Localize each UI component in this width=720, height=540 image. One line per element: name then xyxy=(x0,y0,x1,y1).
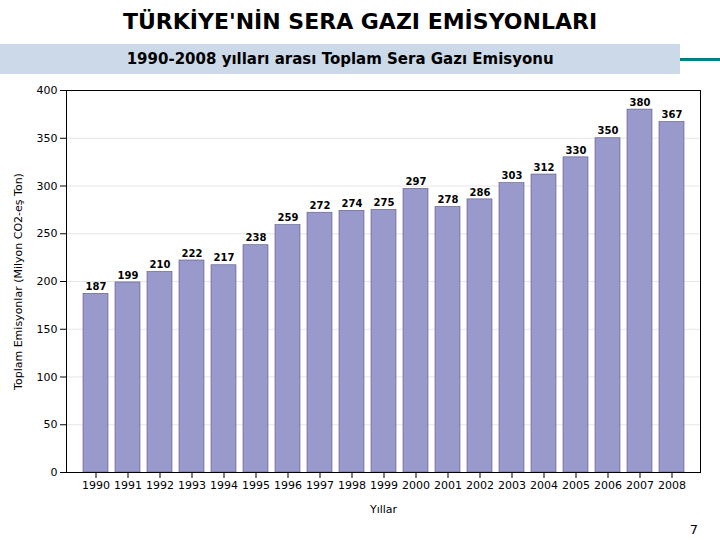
svg-text:400: 400 xyxy=(37,84,58,97)
svg-text:1993: 1993 xyxy=(178,479,206,492)
svg-text:1995: 1995 xyxy=(242,479,270,492)
svg-text:275: 275 xyxy=(374,197,395,208)
svg-text:200: 200 xyxy=(37,275,58,288)
svg-text:0: 0 xyxy=(51,466,58,479)
svg-text:330: 330 xyxy=(566,145,587,156)
svg-text:Yıllar: Yıllar xyxy=(369,503,398,516)
svg-text:274: 274 xyxy=(342,198,363,209)
svg-text:Toplam Emisyonlar (Milyon CO2-: Toplam Emisyonlar (Milyon CO2-eş Ton) xyxy=(12,173,25,391)
svg-text:286: 286 xyxy=(470,187,491,198)
svg-text:100: 100 xyxy=(37,371,58,384)
html-text:7: 7 xyxy=(689,522,698,537)
svg-text:300: 300 xyxy=(37,180,58,193)
svg-text:250: 250 xyxy=(37,227,58,240)
svg-text:1996: 1996 xyxy=(274,479,302,492)
svg-text:278: 278 xyxy=(438,194,459,205)
svg-text:272: 272 xyxy=(310,200,331,211)
svg-text:222: 222 xyxy=(182,248,203,259)
svg-text:238: 238 xyxy=(246,232,267,243)
svg-text:2005: 2005 xyxy=(562,479,590,492)
svg-text:303: 303 xyxy=(502,170,523,181)
svg-text:2002: 2002 xyxy=(466,479,494,492)
svg-text:1992: 1992 xyxy=(146,479,174,492)
svg-text:199: 199 xyxy=(118,270,139,281)
html-text:TÜRKİYE'NİN SERA GAZI EMİSYONL: TÜRKİYE'NİN SERA GAZI EMİSYONLARI xyxy=(122,9,598,34)
svg-text:380: 380 xyxy=(630,97,651,108)
svg-text:50: 50 xyxy=(44,418,58,431)
html-text:1990-2008 yılları arası Toplam: 1990-2008 yılları arası Toplam Sera Gazı… xyxy=(126,50,554,68)
svg-text:2001: 2001 xyxy=(434,479,462,492)
svg-text:187: 187 xyxy=(86,281,107,292)
svg-text:259: 259 xyxy=(278,212,299,223)
svg-text:2000: 2000 xyxy=(402,479,430,492)
svg-text:1997: 1997 xyxy=(306,479,334,492)
svg-text:2003: 2003 xyxy=(498,479,526,492)
svg-text:2007: 2007 xyxy=(626,479,654,492)
svg-text:1991: 1991 xyxy=(114,479,142,492)
svg-text:2004: 2004 xyxy=(530,479,558,492)
svg-text:1994: 1994 xyxy=(210,479,238,492)
svg-text:367: 367 xyxy=(662,109,683,120)
svg-text:2006: 2006 xyxy=(594,479,622,492)
svg-text:1999: 1999 xyxy=(370,479,398,492)
svg-text:312: 312 xyxy=(534,162,555,173)
svg-text:350: 350 xyxy=(598,125,619,136)
svg-text:1998: 1998 xyxy=(338,479,366,492)
svg-text:150: 150 xyxy=(37,323,58,336)
svg-text:2008: 2008 xyxy=(658,479,686,492)
svg-text:210: 210 xyxy=(150,259,171,270)
svg-text:1990: 1990 xyxy=(82,479,110,492)
svg-text:350: 350 xyxy=(37,132,58,145)
svg-text:297: 297 xyxy=(406,176,427,187)
svg-text:217: 217 xyxy=(214,252,235,263)
